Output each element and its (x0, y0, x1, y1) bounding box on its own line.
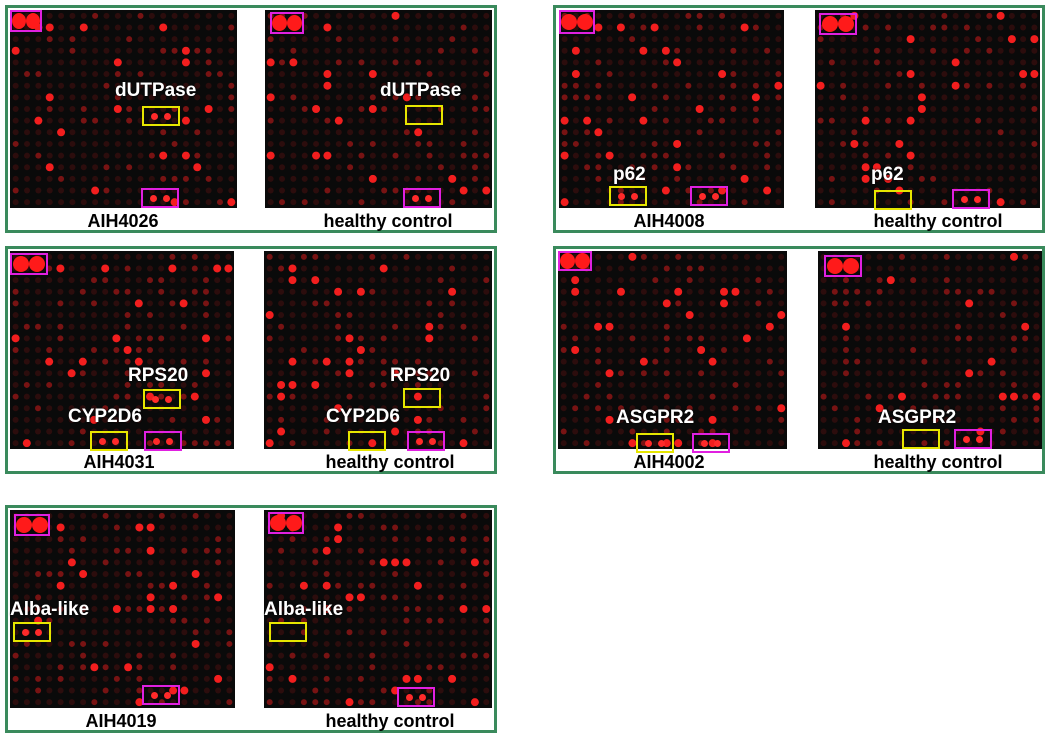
antigen-box-2 (348, 431, 386, 451)
sample-caption: AIH4008 (633, 211, 705, 231)
sample-caption: healthy control (325, 452, 455, 472)
antigen-label-2: CYP2D6 (326, 406, 400, 427)
microarray-image-right (264, 510, 492, 708)
positive-control-box (14, 514, 50, 536)
microarray-image-left (558, 251, 787, 449)
antigen-label: ASGPR2 (616, 407, 695, 428)
antigen-box (902, 429, 940, 449)
positive-control-box (690, 186, 728, 206)
positive-control-box (954, 429, 992, 449)
microarray-image-left (10, 251, 234, 449)
antigen-box (636, 433, 674, 453)
positive-control-box (270, 12, 304, 34)
positive-control-box (142, 685, 180, 705)
antigen-label: p62 (613, 164, 646, 185)
positive-control-box (558, 251, 592, 271)
positive-control-box (692, 433, 730, 453)
positive-control-box (952, 189, 990, 209)
antigen-box (13, 622, 51, 642)
positive-control-box (10, 253, 48, 275)
positive-control-box (559, 10, 595, 34)
sample-caption: healthy control (323, 211, 453, 231)
sample-caption: healthy control (873, 452, 1003, 472)
antigen-label: ASGPR2 (878, 407, 957, 428)
microarray-image-left (559, 10, 784, 208)
sample-caption: healthy control (873, 211, 1003, 231)
antigen-label: dUTPase (115, 80, 197, 101)
antigen-box (403, 388, 441, 408)
microarray-image-right (815, 10, 1040, 208)
antigen-label: p62 (871, 164, 904, 185)
antigen-box (609, 186, 647, 206)
antigen-box-2 (90, 431, 128, 451)
positive-control-box (819, 13, 857, 35)
antigen-box (142, 106, 180, 126)
positive-control-box (407, 431, 445, 451)
microarray-image-right (264, 251, 492, 449)
positive-control-box (10, 10, 42, 32)
panel-aih4026: dUTPase dUTPase AIH4026 healthy control (5, 5, 497, 233)
antigen-box (405, 105, 443, 125)
antigen-label: Alba-like (264, 599, 344, 620)
sample-caption: AIH4019 (85, 711, 157, 731)
antigen-label: dUTPase (380, 80, 462, 101)
antigen-box (874, 190, 912, 210)
microarray-image-right (818, 251, 1042, 449)
panel-aih4031: RPS20 RPS20 CYP2D6 CYP2D6 AIH4031 health… (5, 246, 497, 474)
antigen-label: Alba-like (10, 599, 90, 620)
antigen-label-2: CYP2D6 (68, 406, 142, 427)
sample-caption: AIH4026 (87, 211, 159, 231)
positive-control-box (144, 431, 182, 451)
antigen-box (143, 389, 181, 409)
panel-aih4008: p62 p62 AIH4008 healthy control (553, 5, 1045, 233)
sample-caption: AIH4031 (83, 452, 155, 472)
positive-control-box (397, 687, 435, 707)
microarray-image-right (265, 10, 492, 208)
antigen-label: RPS20 (128, 365, 189, 386)
sample-caption: healthy control (325, 711, 455, 731)
positive-control-box (824, 255, 862, 277)
sample-caption: AIH4002 (633, 452, 705, 472)
antigen-label: RPS20 (390, 365, 451, 386)
microarray-image-left (10, 10, 237, 208)
panel-aih4019: Alba-like Alba-like AIH4019 healthy cont… (5, 505, 497, 733)
panel-aih4002: ASGPR2 ASGPR2 AIH4002 healthy control (553, 246, 1045, 474)
positive-control-box (403, 188, 441, 208)
positive-control-box (141, 188, 179, 208)
positive-control-box (268, 512, 304, 534)
antigen-box (269, 622, 307, 642)
